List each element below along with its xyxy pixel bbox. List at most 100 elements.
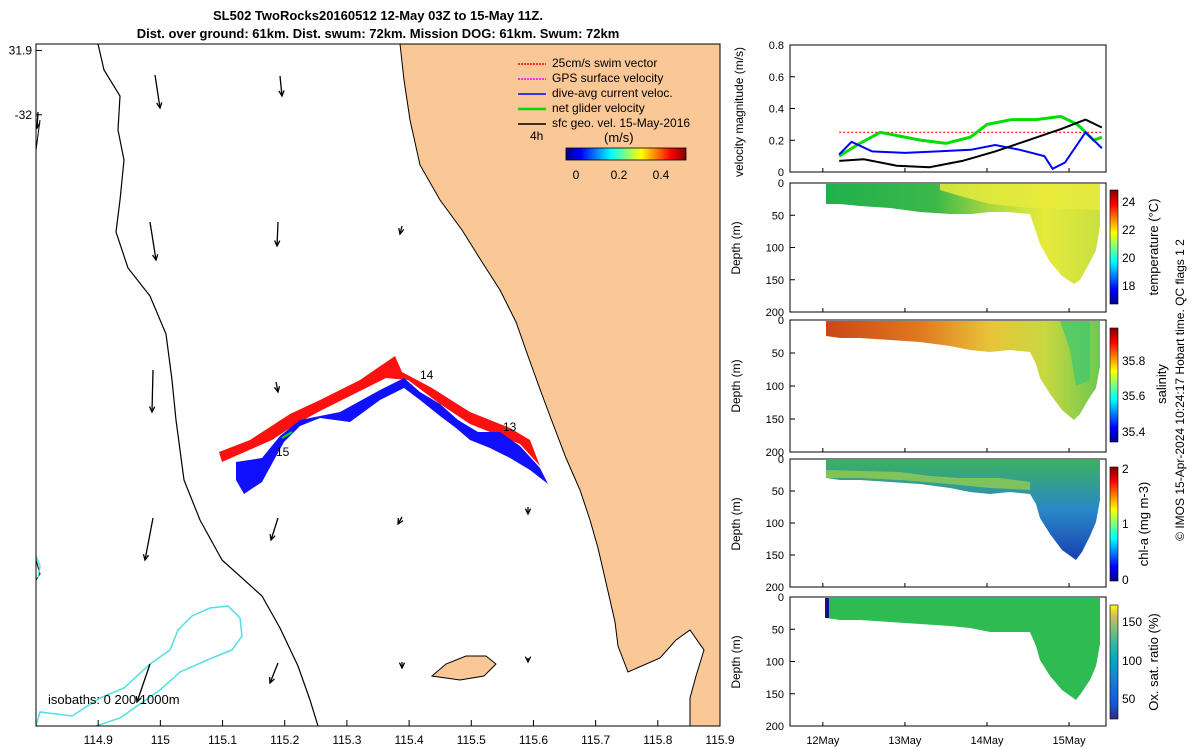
figure-title-line2: Dist. over ground: 61km. Dist. swum: 72k… (137, 26, 620, 41)
depth-tick-label: 150 (766, 275, 784, 287)
temperature-cb-label: temperature (°C) (1146, 199, 1161, 296)
figure-title-line1: SL502 TwoRocks20160512 12-May 03Z to 15-… (213, 8, 543, 23)
salinity-colorbar (1109, 327, 1119, 443)
current-vector-shaft (279, 75, 283, 97)
depth-tick-label: 150 (766, 550, 784, 562)
speed-colorbar-tick-0: 0 (573, 168, 580, 182)
velocity-y-tick-label: 0.2 (769, 135, 784, 147)
velocity-series (838, 114, 1103, 171)
time-tick-label: 14May (970, 735, 1004, 747)
isobath-200m-west (36, 555, 41, 579)
depth-tick-label: 150 (766, 689, 784, 701)
current-vector-shaft (275, 381, 279, 393)
temperature-cb-tick-24: 24 (1122, 195, 1136, 209)
current-vector-shaft (136, 663, 151, 703)
isobath-label: isobaths: 0 200 1000m (48, 692, 180, 707)
chla-cb-tick-2: 2 (1122, 462, 1129, 476)
oxygen-panel: 150 100 50 Ox. sat. ratio (%) Depth (m) (729, 596, 1161, 727)
salinity-cb-tick-356: 35.6 (1122, 389, 1146, 403)
depth-tick-label: 0 (778, 454, 784, 466)
time-tick-label: 12May (806, 735, 840, 747)
current-vector-shaft (154, 74, 161, 109)
depth-tick-label: 200 (766, 447, 784, 459)
current-vector-head (397, 517, 404, 526)
current-vector-shaft (270, 517, 279, 541)
salinity-cb-label: salinity (1154, 364, 1169, 404)
current-vector-shaft (269, 662, 279, 684)
temperature-cb-tick-18: 18 (1122, 279, 1136, 293)
time-axis: 12May 13May 14May 15May (806, 168, 1086, 747)
chla-panel: 2 1 0 chl-a (mg m-3) Depth (m) (729, 458, 1151, 588)
depth-tick-label: 100 (766, 657, 784, 669)
current-vector-shaft (149, 221, 157, 261)
map-frame (35, 43, 721, 727)
current-vector-field (36, 74, 532, 704)
isobath-200m (36, 605, 243, 726)
legend-current-label: dive-avg current veloc. (552, 86, 673, 100)
salinity-cb-tick-358: 35.8 (1122, 354, 1146, 368)
current-vector-head (142, 554, 150, 562)
map-x-tick-label: 115.6 (519, 733, 548, 747)
depth-tick-label: 100 (766, 243, 784, 255)
track-map: 14 13 15 114.9 115 115.1 115.2 115.3 115.4 115… (9, 43, 735, 747)
current-vector-head (398, 662, 406, 670)
depth-tick-label: 0 (778, 592, 784, 604)
map-x-tick-label: 115.7 (581, 733, 610, 747)
salinity-low-core (1060, 321, 1090, 386)
temperature-ylabel: Depth (m) (729, 221, 743, 274)
speed-colorbar-tick-2: 0.4 (653, 168, 670, 182)
oxygen-first-profile (825, 598, 829, 618)
velocity-series-line (838, 130, 1103, 171)
velocity-y-tick-label: 0.8 (769, 40, 784, 52)
footer-credit: © IMOS 15-Apr-2024 10:24:17 Hobart time.… (1173, 239, 1187, 541)
current-vector-head (524, 656, 532, 664)
day-label-14: 14 (420, 368, 434, 382)
salinity-cb-tick-354: 35.4 (1122, 425, 1146, 439)
current-vector-head (135, 695, 142, 704)
temperature-warm-layer (940, 184, 1100, 210)
depth-tick-label: 100 (766, 518, 784, 530)
depth-tick-label: 50 (772, 348, 784, 360)
oxygen-cb-tick-100: 100 (1122, 654, 1142, 668)
rottnest-island (430, 655, 497, 681)
net-velocity-segment (281, 431, 293, 439)
current-vector-shaft (144, 517, 154, 561)
depth-tick-label: 50 (772, 210, 784, 222)
map-x-tick-label: 115.5 (457, 733, 486, 747)
current-vector-head (278, 90, 285, 98)
depth-tick-label: 200 (766, 721, 784, 733)
current-vector-shaft (151, 369, 154, 413)
depth-tick-label: 50 (772, 624, 784, 636)
map-y-tick-label: -32 (15, 108, 33, 122)
legend-gps-label: GPS surface velocity (552, 71, 663, 85)
map-x-tick-label: 115.1 (208, 733, 237, 747)
oxygen-field (826, 598, 1100, 700)
current-vector-head (36, 122, 41, 130)
time-tick-label: 13May (888, 735, 922, 747)
oxygen-cb-label: Ox. sat. ratio (%) (1146, 613, 1161, 711)
section-panels: 24 22 20 18 temperature (°C) Depth (m) 3… (729, 168, 1169, 747)
chla-ylabel: Depth (m) (729, 497, 743, 550)
chla-cb-label: chl-a (mg m-3) (1136, 482, 1151, 567)
chla-colorbar (1109, 466, 1119, 582)
map-x-tick-label: 115.3 (332, 733, 361, 747)
map-axes: 114.9 115 115.1 115.2 115.3 115.4 115.5 115.6 11… (9, 43, 735, 747)
depth-tick-label: 150 (766, 414, 784, 426)
chla-field (826, 460, 1100, 560)
current-vector-head (273, 386, 281, 394)
current-vector-head (152, 254, 159, 262)
current-vector-head (274, 240, 281, 248)
oxygen-cb-tick-50: 50 (1122, 692, 1136, 706)
depth-tick-label: 0 (778, 178, 784, 190)
current-vector-head (148, 406, 156, 414)
land-mass (399, 44, 720, 726)
depth-tick-label: 0 (778, 315, 784, 327)
velocity-y-tick-label: 0.6 (769, 72, 784, 84)
map-x-tick-label: 115.9 (705, 733, 734, 747)
velocity-axis: 0 0.2 0.4 0.6 0.8 (769, 40, 795, 179)
velocity-panel: 0 0.2 0.4 0.6 0.8 velocity magnitude (m/s) (732, 40, 1107, 179)
current-vector-shaft (276, 221, 279, 247)
time-tick-label: 15May (1053, 735, 1087, 747)
current-vector-head (524, 508, 532, 516)
